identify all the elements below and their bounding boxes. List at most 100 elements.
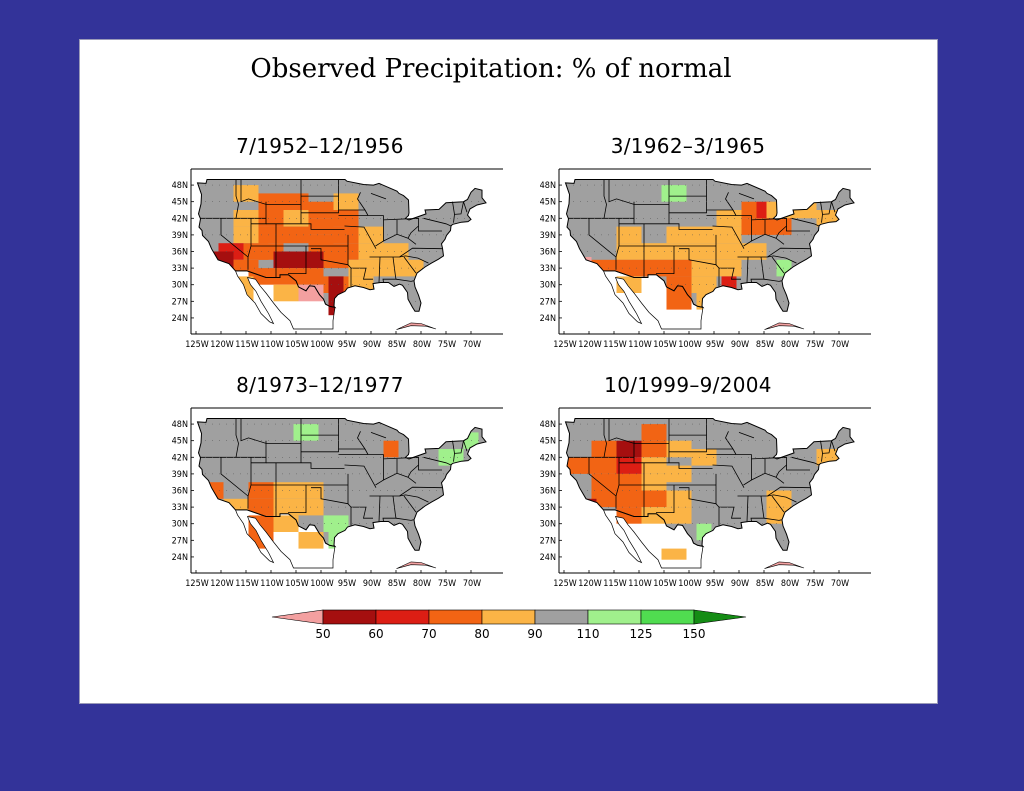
state-boundary bbox=[351, 506, 373, 519]
lon-label: 75W bbox=[806, 340, 824, 350]
precip-cell bbox=[741, 201, 757, 219]
state-boundary bbox=[775, 464, 787, 478]
state-boundary bbox=[378, 256, 381, 283]
state-boundary bbox=[403, 495, 417, 513]
state-boundary bbox=[247, 218, 252, 270]
precip-cell bbox=[383, 440, 399, 458]
lon-label: 100W bbox=[310, 579, 333, 589]
state-boundary bbox=[791, 217, 820, 227]
precip-cell bbox=[641, 440, 667, 458]
state-boundary bbox=[767, 494, 797, 503]
state-boundary bbox=[738, 432, 755, 439]
lat-label: 27N bbox=[540, 536, 556, 546]
state-boundary bbox=[357, 431, 369, 455]
lat-label: 42N bbox=[540, 453, 556, 463]
state-boundary bbox=[301, 418, 339, 453]
precip-cell bbox=[298, 268, 324, 285]
state-boundary bbox=[669, 179, 707, 214]
lon-label: 115W bbox=[603, 579, 626, 589]
lon-label: 70W bbox=[831, 579, 849, 589]
lon-label: 95W bbox=[338, 340, 356, 350]
precip-cell bbox=[308, 234, 334, 252]
precip-cell bbox=[716, 226, 742, 244]
precip-cell bbox=[273, 284, 299, 302]
lat-label: 27N bbox=[172, 536, 188, 546]
state-boundary bbox=[266, 462, 345, 469]
lon-label: 100W bbox=[678, 579, 701, 589]
precip-cell bbox=[691, 226, 717, 244]
precip-cell bbox=[666, 293, 692, 310]
lon-label: 95W bbox=[338, 579, 356, 589]
precip-cell bbox=[273, 482, 299, 499]
state-boundary bbox=[370, 193, 387, 200]
lon-label: 85W bbox=[756, 579, 774, 589]
state-boundary bbox=[831, 440, 836, 452]
state-boundary bbox=[608, 418, 669, 444]
state-boundary bbox=[715, 234, 720, 287]
lon-label: 100W bbox=[310, 340, 333, 350]
precip-cell bbox=[308, 201, 334, 219]
state-boundary bbox=[763, 278, 782, 282]
precip-cell bbox=[208, 251, 234, 269]
state-boundary bbox=[454, 201, 464, 215]
state-boundary bbox=[240, 179, 301, 205]
lon-label: 80W bbox=[413, 340, 431, 350]
page-title: Observed Precipitation: % of normal bbox=[250, 54, 732, 84]
state-boundary bbox=[737, 486, 811, 497]
state-boundary bbox=[383, 217, 442, 232]
lon-label: 80W bbox=[781, 579, 799, 589]
lon-label: 110W bbox=[260, 579, 283, 589]
lat-label: 30N bbox=[172, 281, 188, 291]
mexico-coastline bbox=[603, 509, 704, 569]
colorbar-segment bbox=[271, 609, 324, 625]
lat-label: 36N bbox=[172, 487, 188, 497]
lat-label: 33N bbox=[172, 503, 188, 513]
lon-label: 105W bbox=[653, 579, 676, 589]
state-boundary bbox=[712, 225, 745, 249]
state-boundary bbox=[608, 179, 669, 205]
lon-label: 90W bbox=[731, 340, 749, 350]
state-boundary bbox=[351, 267, 373, 280]
precip-cell bbox=[641, 457, 667, 474]
state-boundary bbox=[588, 218, 617, 258]
lat-label: 24N bbox=[540, 553, 556, 563]
colorbar-segment bbox=[693, 609, 747, 625]
state-boundary bbox=[347, 234, 352, 287]
precip-cell bbox=[358, 243, 384, 260]
lon-label: 85W bbox=[388, 579, 406, 589]
lat-label: 24N bbox=[172, 553, 188, 563]
state-boundary bbox=[423, 456, 452, 466]
colorbar-label: 60 bbox=[368, 627, 383, 641]
lon-label: 85W bbox=[388, 340, 406, 350]
lon-label: 90W bbox=[363, 340, 381, 350]
state-boundary bbox=[370, 432, 387, 439]
cuba bbox=[764, 322, 805, 330]
state-boundary bbox=[746, 495, 749, 522]
lon-label: 80W bbox=[413, 579, 431, 589]
precip-cell bbox=[741, 218, 767, 235]
precip-cell bbox=[691, 276, 717, 293]
state-boundary bbox=[301, 179, 339, 214]
lat-label: 45N bbox=[172, 198, 188, 208]
precip-cell bbox=[591, 457, 617, 474]
state-boundary bbox=[738, 193, 755, 200]
state-boundary bbox=[347, 473, 352, 526]
state-boundary bbox=[311, 248, 349, 266]
state-boundary bbox=[771, 256, 785, 274]
lon-label: 125W bbox=[553, 579, 576, 589]
state-boundary bbox=[395, 517, 414, 521]
lat-label: 45N bbox=[540, 437, 556, 447]
precip-cell bbox=[641, 243, 667, 260]
precip-cell bbox=[591, 440, 617, 458]
lon-label: 75W bbox=[438, 579, 456, 589]
colorbar-segment bbox=[428, 609, 483, 625]
precip-cell bbox=[273, 251, 299, 269]
state-boundary bbox=[656, 485, 675, 513]
lon-label: 110W bbox=[260, 340, 283, 350]
precip-cell bbox=[258, 210, 284, 227]
precip-cell bbox=[248, 515, 274, 532]
lon-label: 120W bbox=[210, 579, 233, 589]
state-boundary bbox=[751, 217, 810, 232]
colorbar-label: 80 bbox=[474, 627, 489, 641]
